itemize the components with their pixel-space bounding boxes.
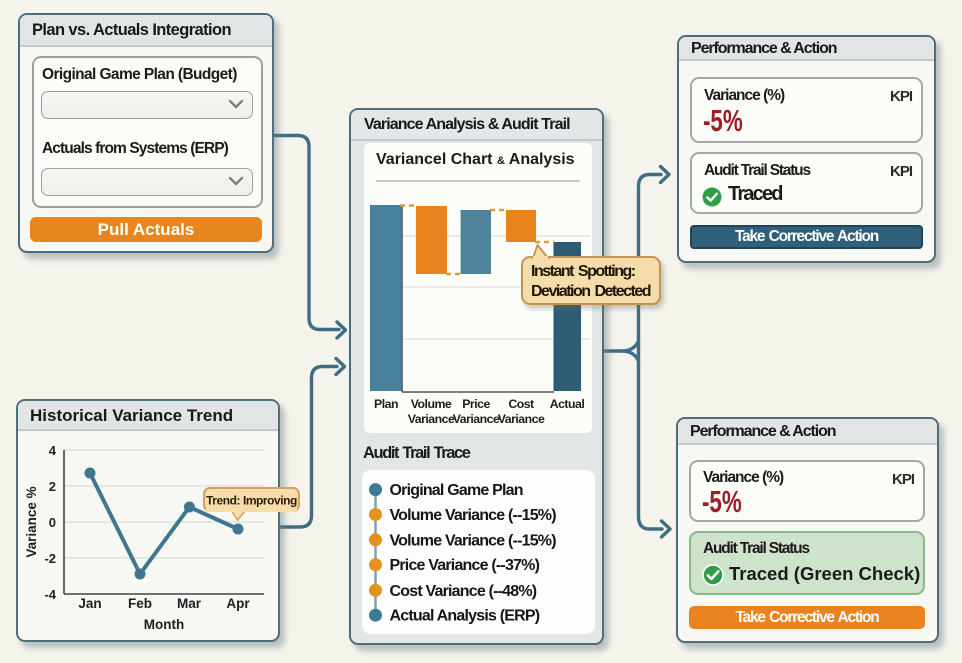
svg-text:Variance: Variance bbox=[453, 412, 500, 426]
svg-text:Plan: Plan bbox=[374, 397, 398, 411]
svg-text:4: 4 bbox=[49, 443, 57, 458]
svg-text:Mar: Mar bbox=[177, 596, 202, 611]
svg-text:Cost: Cost bbox=[508, 397, 534, 411]
svg-text:Volume Variance (--15%): Volume Variance (--15%) bbox=[390, 532, 557, 549]
svg-text:Price Variance (--37%): Price Variance (--37%) bbox=[390, 557, 540, 574]
svg-text:Volume: Volume bbox=[411, 397, 452, 411]
svg-text:Apr: Apr bbox=[226, 596, 250, 611]
svg-text:Actual Analysis (ERP): Actual Analysis (ERP) bbox=[390, 608, 540, 625]
svg-text:-4: -4 bbox=[44, 587, 56, 602]
svg-text:Trend: Improving: Trend: Improving bbox=[206, 494, 297, 508]
svg-text:-2: -2 bbox=[44, 551, 56, 566]
svg-text:Cost Variance (--48%): Cost Variance (--48%) bbox=[390, 583, 537, 600]
svg-text:Original Game Plan: Original Game Plan bbox=[390, 482, 523, 499]
svg-text:0: 0 bbox=[49, 515, 56, 530]
svg-text:Feb: Feb bbox=[128, 596, 152, 611]
svg-text:Month: Month bbox=[144, 617, 184, 632]
svg-text:Variance: Variance bbox=[408, 412, 455, 426]
svg-text:Jan: Jan bbox=[78, 596, 101, 611]
svg-text:Variance %: Variance % bbox=[24, 486, 39, 557]
svg-text:Actual: Actual bbox=[550, 397, 585, 411]
svg-text:Price: Price bbox=[462, 397, 490, 411]
svg-text:2: 2 bbox=[49, 479, 56, 494]
svg-text:Volume Variance (--15%): Volume Variance (--15%) bbox=[390, 507, 557, 524]
svg-text:Variance: Variance bbox=[498, 412, 545, 426]
